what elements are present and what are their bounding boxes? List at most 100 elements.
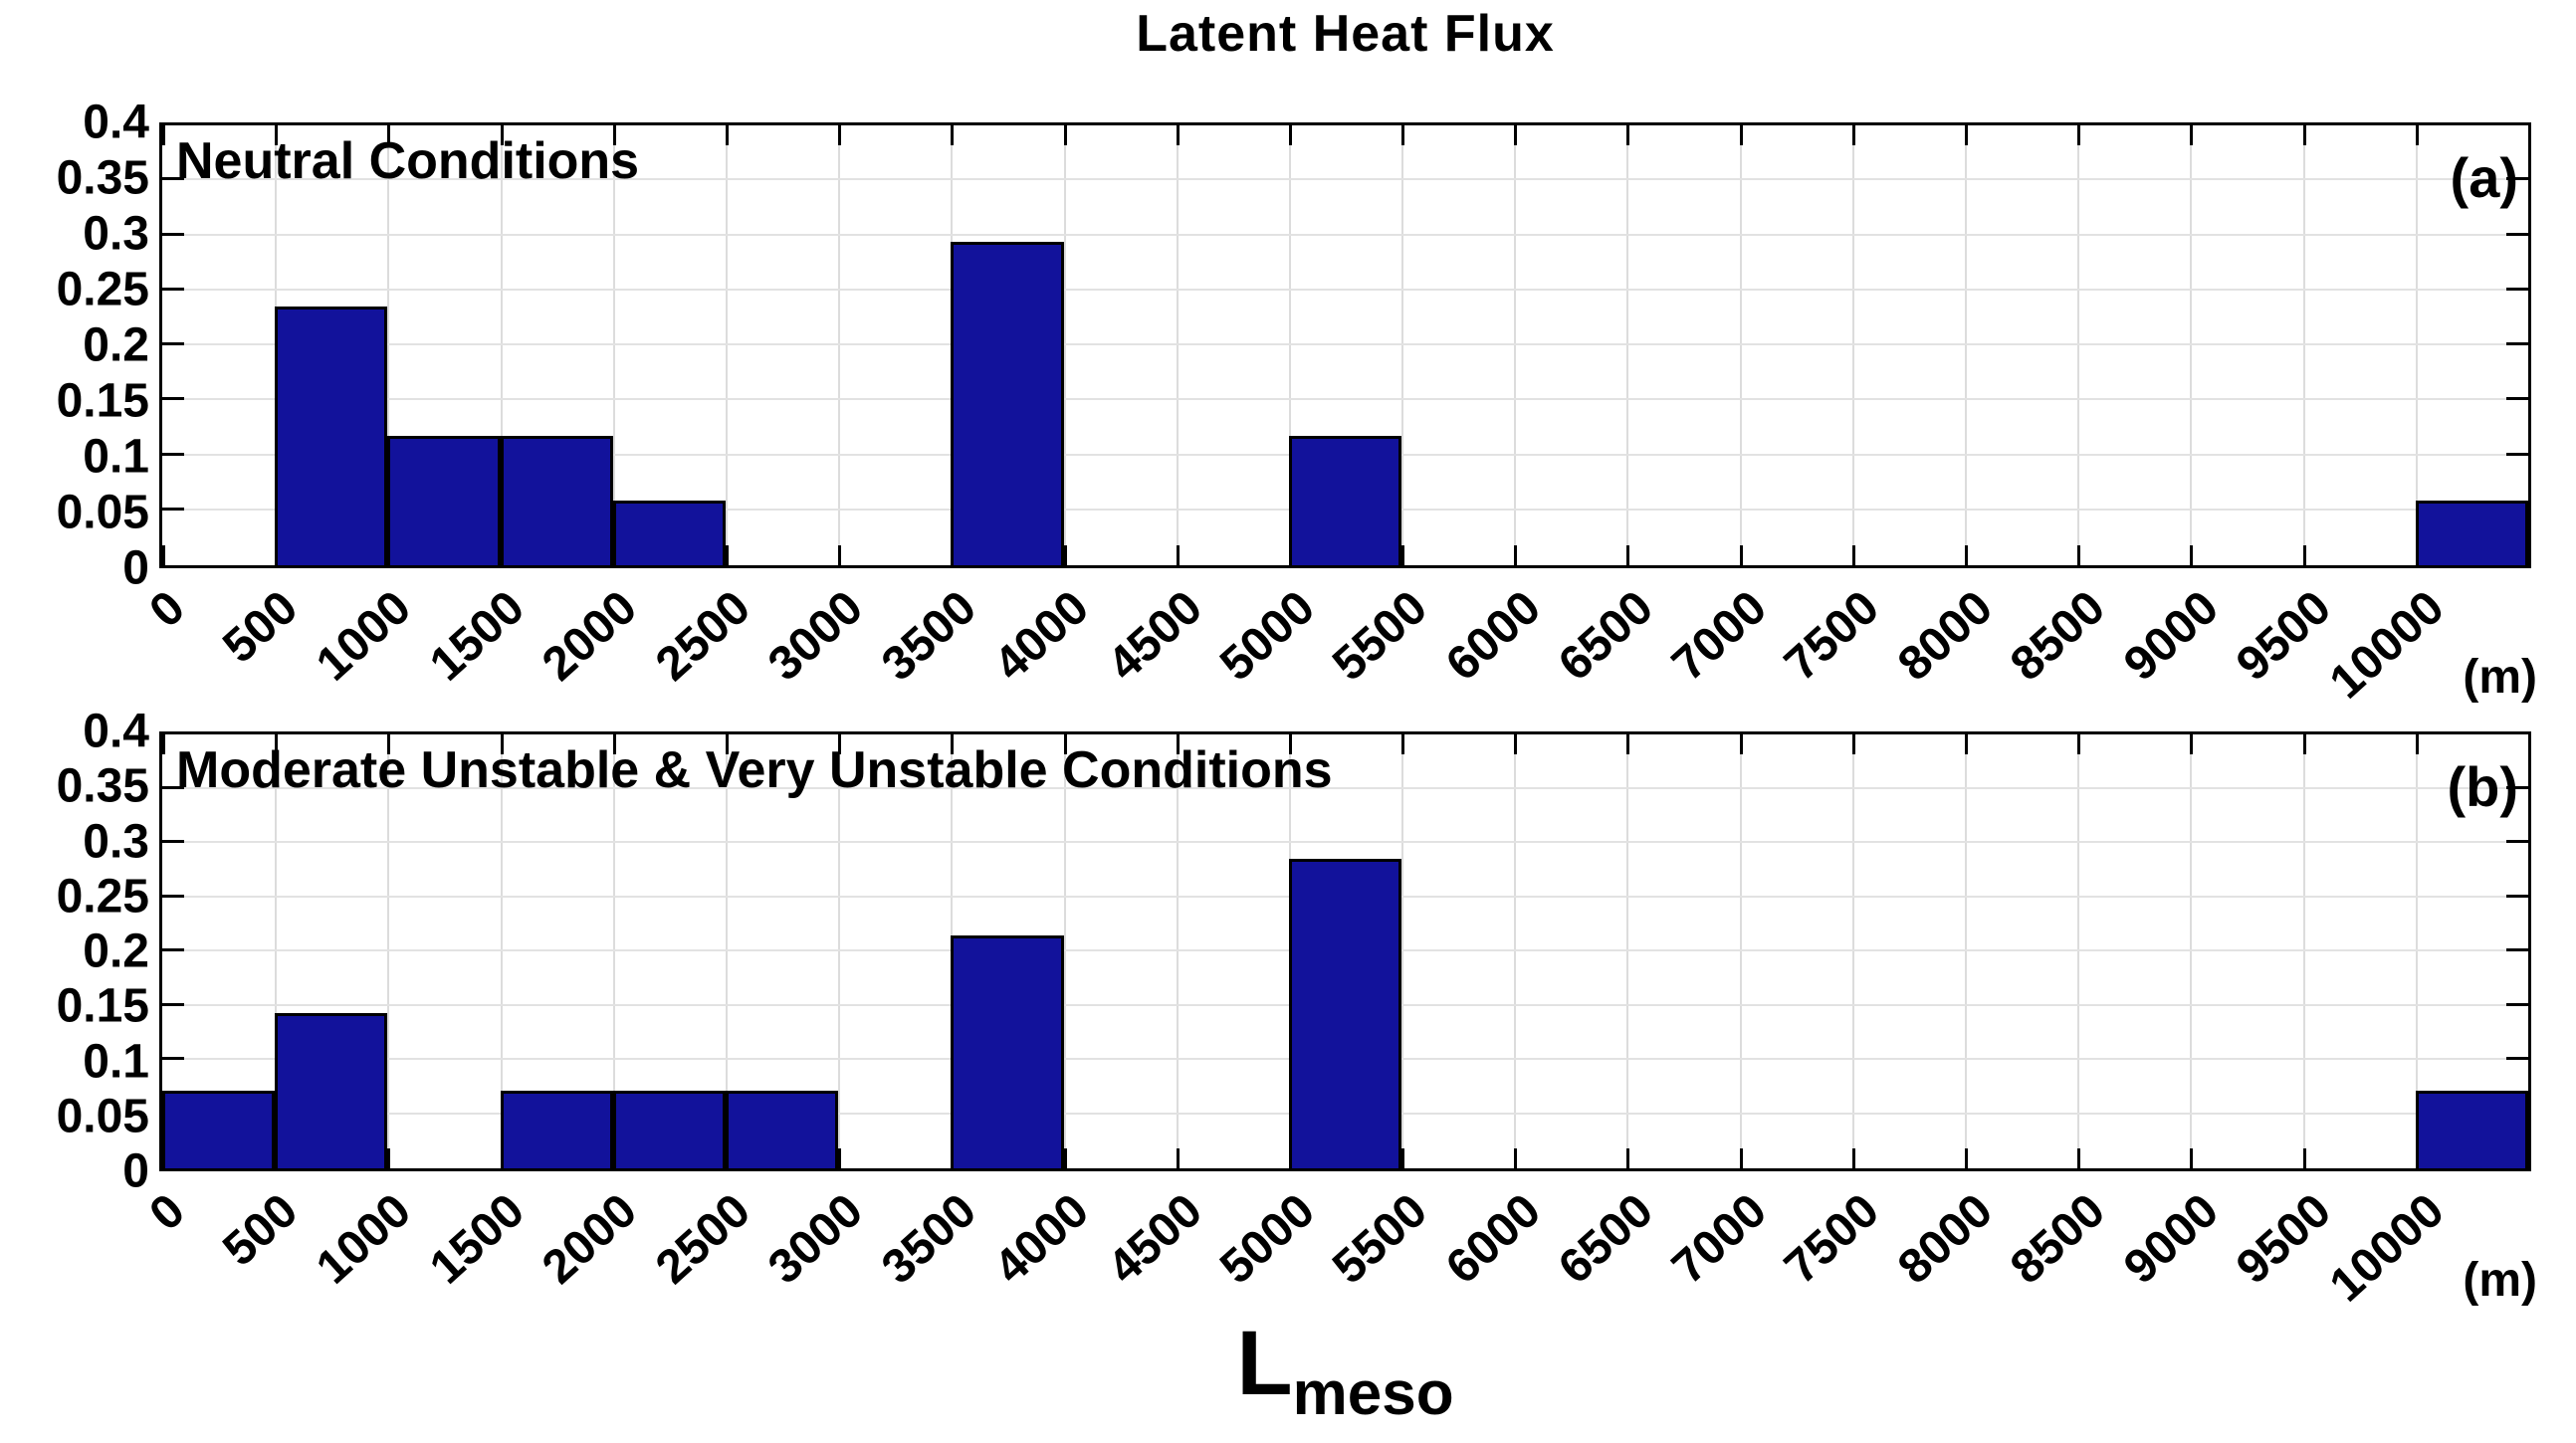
tick-mark bbox=[2077, 1148, 2081, 1168]
tick-mark bbox=[2506, 177, 2528, 181]
tick-mark bbox=[1626, 125, 1630, 145]
x-tick-label: 8000 bbox=[1887, 1183, 2003, 1295]
x-tick-label: 1500 bbox=[419, 1183, 535, 1295]
vertical-gridline bbox=[2302, 734, 2305, 1168]
tick-mark bbox=[1851, 734, 1855, 754]
x-tick-label: 3000 bbox=[758, 1183, 873, 1295]
vertical-gridline bbox=[1401, 734, 1404, 1168]
tick-mark bbox=[1739, 545, 1743, 565]
x-tick-label: 1500 bbox=[419, 580, 535, 692]
tick-mark bbox=[1176, 1148, 1180, 1168]
y-tick-label: 0 bbox=[122, 541, 149, 595]
tick-mark bbox=[162, 452, 184, 456]
vertical-gridline bbox=[725, 734, 728, 1168]
tick-mark bbox=[2506, 948, 2528, 951]
y-tick-label: 0.1 bbox=[83, 430, 149, 484]
vertical-gridline bbox=[2190, 734, 2193, 1168]
tick-mark bbox=[1965, 1148, 1969, 1168]
vertical-gridline bbox=[387, 125, 390, 565]
y-axis-tick-labels: 0.4 0.35 0.3 0.25 0.2 0.15 0.1 0.05 0 bbox=[0, 706, 159, 1198]
tick-mark bbox=[838, 545, 842, 565]
x-tick-label: 9000 bbox=[2113, 580, 2229, 692]
tick-mark bbox=[162, 1002, 184, 1006]
tick-mark bbox=[387, 734, 391, 754]
y-tick-label: 0.05 bbox=[56, 1090, 149, 1143]
tick-mark bbox=[2506, 342, 2528, 345]
lmeso-main: L bbox=[1236, 1313, 1293, 1414]
vertical-gridline bbox=[387, 734, 390, 1168]
histogram-bar bbox=[500, 1091, 613, 1168]
horizontal-gridline bbox=[162, 233, 2528, 236]
vertical-gridline bbox=[1514, 125, 1517, 565]
y-tick-label: 0.05 bbox=[56, 486, 149, 539]
tick-mark bbox=[1965, 125, 1969, 145]
y-tick-label: 0.35 bbox=[56, 151, 149, 205]
tick-mark bbox=[2506, 840, 2528, 843]
vertical-gridline bbox=[1739, 734, 1742, 1168]
y-tick-label: 0 bbox=[122, 1144, 149, 1198]
panel-a-corner-label: (a) bbox=[2450, 146, 2518, 209]
tick-mark bbox=[1063, 125, 1067, 145]
tick-mark bbox=[2302, 1148, 2306, 1168]
tick-mark bbox=[725, 125, 729, 145]
horizontal-gridline bbox=[162, 178, 2528, 181]
tick-mark bbox=[1176, 545, 1180, 565]
tick-mark bbox=[1965, 734, 1969, 754]
tick-mark bbox=[162, 125, 165, 145]
y-tick-label: 0.25 bbox=[56, 870, 149, 924]
y-tick-label: 0.15 bbox=[56, 979, 149, 1033]
histogram-bar bbox=[1288, 436, 1402, 565]
vertical-gridline bbox=[612, 734, 615, 1168]
vertical-gridline bbox=[1965, 125, 1968, 565]
vertical-gridline bbox=[275, 734, 278, 1168]
x-axis-unit-label: (m) bbox=[2463, 651, 2537, 704]
x-tick-label: 5000 bbox=[1210, 1183, 1325, 1295]
x-tick-label: 6500 bbox=[1549, 580, 1664, 692]
plot-area-a: Neutral Conditions (a) bbox=[159, 122, 2531, 568]
tick-mark bbox=[2190, 545, 2194, 565]
tick-mark bbox=[2077, 545, 2081, 565]
x-tick-label: 2000 bbox=[533, 1183, 648, 1295]
horizontal-gridline bbox=[162, 343, 2528, 345]
tick-mark bbox=[1176, 734, 1180, 754]
tick-mark bbox=[1626, 1148, 1630, 1168]
x-tick-label: 500 bbox=[213, 580, 309, 674]
vertical-gridline bbox=[2302, 125, 2305, 565]
x-tick-label: 7000 bbox=[1661, 580, 1777, 692]
vertical-gridline bbox=[2415, 125, 2418, 565]
tick-mark bbox=[1288, 125, 1292, 145]
tick-mark bbox=[725, 545, 729, 565]
tick-mark bbox=[1851, 125, 1855, 145]
tick-mark bbox=[2190, 125, 2194, 145]
y-tick-label: 0.1 bbox=[83, 1035, 149, 1088]
tick-mark bbox=[951, 125, 955, 145]
tick-mark bbox=[162, 232, 184, 236]
y-tick-label: 0.2 bbox=[83, 925, 149, 978]
tick-mark bbox=[162, 177, 184, 181]
tick-mark bbox=[1739, 1148, 1743, 1168]
tick-mark bbox=[162, 287, 184, 291]
vertical-gridline bbox=[1739, 125, 1742, 565]
tick-mark bbox=[2415, 734, 2419, 754]
tick-mark bbox=[838, 1148, 842, 1168]
tick-mark bbox=[2415, 125, 2419, 145]
vertical-gridline bbox=[1176, 734, 1179, 1168]
x-tick-label: 7500 bbox=[1775, 580, 1890, 692]
lmeso-subscript: meso bbox=[1292, 1358, 1454, 1428]
panel-a: 0.4 0.35 0.3 0.25 0.2 0.15 0.1 0.05 0 Neutral Co… bbox=[57, 97, 2537, 710]
tick-mark bbox=[2506, 232, 2528, 236]
tick-mark bbox=[162, 894, 184, 898]
tick-mark bbox=[838, 734, 842, 754]
x-tick-label: 6500 bbox=[1549, 1183, 1664, 1295]
x-tick-label: 5500 bbox=[1323, 580, 1438, 692]
vertical-gridline bbox=[1514, 734, 1517, 1168]
histogram-bar bbox=[162, 1091, 276, 1168]
tick-mark bbox=[275, 734, 279, 754]
tick-mark bbox=[725, 734, 729, 754]
histogram-bar bbox=[725, 1091, 839, 1168]
x-tick-label: 8500 bbox=[2001, 1183, 2116, 1295]
histogram-bar bbox=[275, 307, 388, 565]
x-tick-label: 0 bbox=[139, 580, 196, 638]
tick-mark bbox=[1401, 1148, 1405, 1168]
vertical-gridline bbox=[612, 125, 615, 565]
